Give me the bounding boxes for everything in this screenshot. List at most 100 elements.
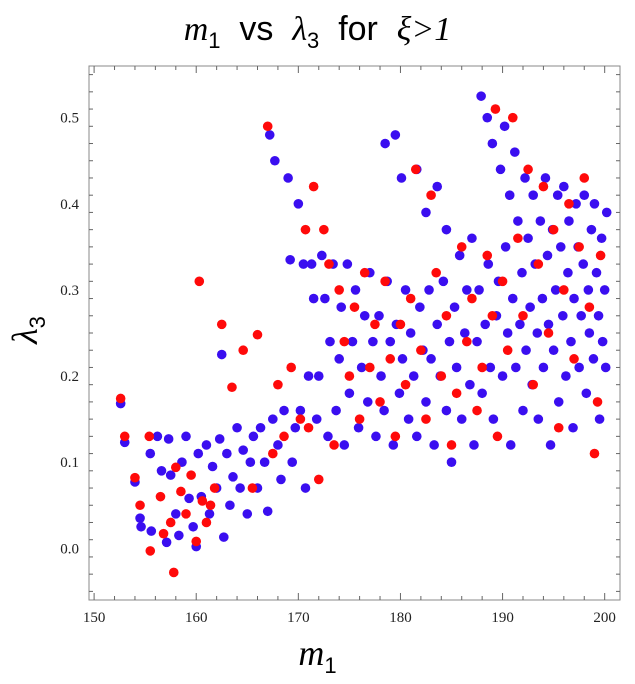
y-tick-label: 0.5 [60,111,79,127]
red-data-point [472,405,482,416]
blue-data-point [593,310,604,321]
blue-data-point [415,302,425,312]
blue-data-point [495,164,506,175]
blue-data-point [525,302,535,312]
blue-data-point [502,328,513,338]
blue-data-point [152,431,163,442]
red-data-point [238,345,248,356]
blue-data-point [528,190,539,200]
blue-data-point [467,233,477,244]
blue-data-point [268,414,278,424]
title-vs: vs [239,10,274,48]
blue-data-point [163,434,174,444]
red-data-point [194,276,205,287]
red-data-point [410,164,421,175]
blue-data-point [462,285,472,295]
blue-data-point [566,336,576,347]
y-tick-label: 0.1 [60,455,79,471]
red-data-point [329,440,339,450]
blue-data-point [403,414,414,424]
red-data-point [451,388,462,399]
blue-data-point [548,345,559,356]
blue-data-point [394,388,405,399]
blue-data-point [451,362,462,373]
red-data-point [477,362,487,373]
title-var1: m [183,11,209,48]
blue-data-point [600,362,611,373]
blue-data-point [576,310,586,321]
red-data-point [592,397,603,407]
blue-data-point [476,91,486,101]
red-data-point [533,259,544,269]
blue-data-point [306,259,317,269]
blue-data-point [371,431,381,442]
blue-data-point [515,319,525,330]
blue-data-point [300,483,311,493]
blue-data-point [295,405,306,416]
blue-data-point [583,285,594,295]
blue-data-point [511,362,521,373]
red-data-point [344,371,355,381]
red-data-point [518,310,528,321]
blue-data-point [379,405,389,416]
red-data-point [181,509,191,519]
blue-data-point [174,530,184,541]
red-data-point [313,474,324,485]
red-data-point [303,422,314,433]
y-tick-label: 0.3 [60,283,79,299]
red-data-point [538,181,549,192]
blue-data-point [228,472,238,482]
axis-ticks: 150 160 170 180 190 200 0.0 0.1 0.2 0.3 0.4 0.5 [60,66,620,626]
blue-data-point [523,233,533,244]
red-data-point [354,414,365,424]
red-data-point [584,302,595,312]
red-data-point [416,345,426,356]
blue-data-point [581,388,592,399]
blue-data-point [504,190,515,200]
blue-data-point [156,466,167,476]
blue-data-point [446,457,457,467]
blue-data-point [497,371,508,381]
blue-data-point [533,414,544,424]
red-data-point [497,276,508,287]
red-data-point [395,319,406,330]
title-sub1: 1 [208,27,221,53]
ylabel-sub: 3 [25,316,51,329]
blue-data-point [400,285,411,295]
blue-data-point [276,474,286,485]
blue-data-point [214,434,225,444]
blue-data-point [238,445,248,455]
blue-data-point [421,397,431,407]
blue-data-point [353,422,364,433]
blue-data-point [487,138,498,149]
blue-data-point [273,440,283,450]
title-condition: ξ>1 [396,11,452,48]
red-data-point [385,354,396,364]
red-data-point [308,181,319,192]
red-data-point [574,242,584,252]
red-data-point [523,164,533,175]
blue-data-point [293,199,304,209]
blue-data-point [559,181,569,192]
blue-data-point [359,310,370,321]
blue-data-point [564,216,574,226]
blue-data-point [510,147,520,157]
red-data-point [513,233,523,244]
blue-data-point [579,190,590,200]
blue-data-point [350,285,361,295]
red-data-point [268,448,278,459]
red-data-point [390,431,401,442]
blue-data-point [513,216,523,226]
data-points [115,91,612,578]
blue-data-point [550,285,561,295]
blue-data-point [204,509,215,519]
blue-data-point [232,422,242,433]
blue-data-point [225,500,235,511]
blue-data-point [255,422,266,433]
red-data-point [421,414,431,424]
blue-data-point [505,440,516,450]
y-tick-label: 0.0 [60,541,79,557]
red-data-point [441,310,452,321]
blue-data-point [376,371,386,381]
